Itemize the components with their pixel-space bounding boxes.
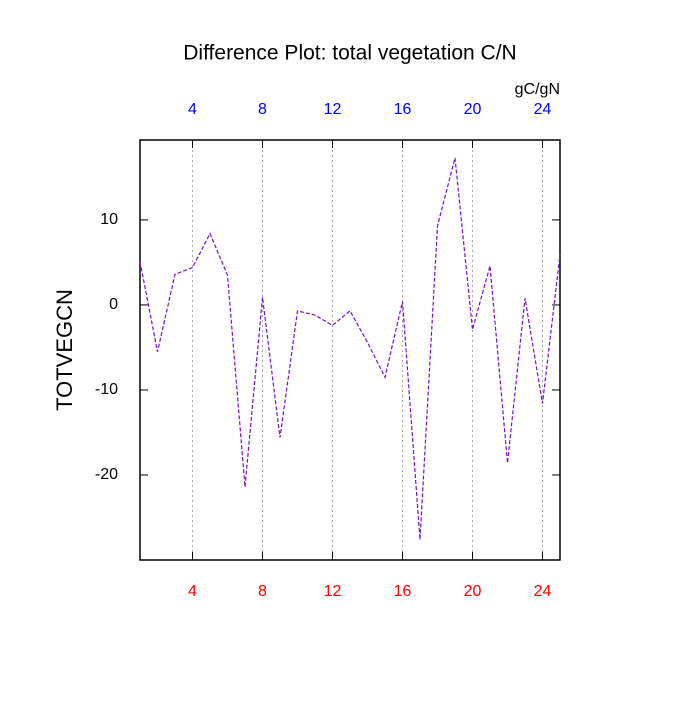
x-top-tick-label: 8 — [258, 101, 267, 118]
x-top-tick-label: 12 — [324, 101, 342, 118]
x-tick-label: 8 — [258, 583, 267, 600]
y-tick-label: -10 — [95, 381, 118, 398]
x-tick-label: 24 — [534, 583, 552, 600]
x-top-tick-label: 4 — [188, 101, 197, 118]
x-top-tick-label: 16 — [394, 101, 412, 118]
y-tick-label: -20 — [95, 466, 118, 483]
x-tick-label: 12 — [324, 583, 342, 600]
x-tick-label: 4 — [188, 583, 197, 600]
y-axis-label: TOTVEGCN — [52, 289, 77, 411]
x-tick-label: 20 — [464, 583, 482, 600]
y-tick-label: 10 — [100, 211, 118, 228]
top-axis-label: gC/gN — [515, 81, 560, 98]
x-top-tick-label: 20 — [464, 101, 482, 118]
line-series — [139, 157, 561, 540]
x-top-tick-label: 24 — [534, 101, 552, 118]
x-tick-label: 16 — [394, 583, 412, 600]
plot-frame — [139, 139, 561, 561]
chart-title: Difference Plot: total vegetation C/N — [183, 42, 516, 65]
y-tick-label: 0 — [109, 296, 118, 313]
